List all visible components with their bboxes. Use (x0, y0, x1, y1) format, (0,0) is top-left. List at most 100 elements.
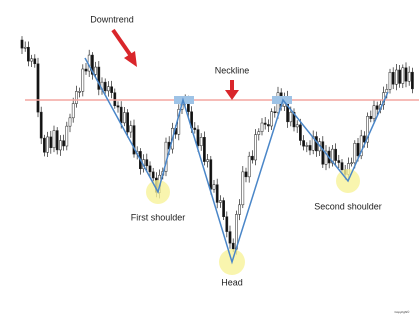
candle-part (241, 171, 245, 206)
candle-part (23, 46, 27, 49)
candle-part (75, 91, 78, 104)
candle-part (395, 69, 398, 85)
candle-part (331, 148, 334, 164)
candle-part (257, 131, 261, 135)
candle-part (97, 66, 101, 90)
candle-part (334, 148, 337, 161)
candle-part (305, 145, 309, 147)
candle-part (55, 130, 59, 151)
candle-part (356, 143, 360, 157)
candle-part (388, 72, 392, 90)
candle-part (267, 124, 270, 127)
label: Neckline (215, 65, 250, 75)
candle-part (238, 204, 241, 215)
candle-part (126, 112, 129, 133)
candle-part (404, 67, 408, 82)
candle-part (94, 66, 97, 75)
candle-part (302, 140, 305, 147)
candle-part (385, 89, 389, 93)
downtrend-arrow (111, 28, 137, 67)
candle-part (391, 72, 395, 85)
candle-part (132, 125, 136, 155)
candle-part (337, 160, 341, 163)
candle-part (407, 71, 411, 82)
candle-part (244, 171, 248, 178)
candle-part (369, 116, 373, 119)
candle-part (148, 165, 152, 173)
candle-part (231, 242, 235, 250)
candle-part (193, 127, 197, 130)
candle-part (91, 54, 94, 75)
candle-part (359, 135, 363, 157)
candle-part (219, 200, 222, 203)
candle-part (62, 140, 65, 147)
candle-part (401, 67, 405, 84)
candle-part (263, 122, 267, 125)
candle-part (260, 122, 264, 132)
candle-part (27, 46, 30, 62)
candle-part (71, 103, 75, 119)
candle-part (84, 68, 88, 72)
pattern-line (84, 57, 389, 265)
neckline-arrow (225, 80, 239, 100)
neckline-touch (174, 96, 194, 104)
candle-part (33, 58, 37, 65)
candle-part (225, 216, 229, 232)
candle-part (103, 81, 107, 92)
candle-part (36, 63, 40, 113)
candle-part (228, 231, 232, 244)
candle-part (52, 130, 56, 149)
candle-part (49, 136, 53, 149)
candle-part (350, 162, 353, 165)
candle-part (119, 106, 123, 124)
candle-part (65, 125, 69, 147)
candle-part (78, 91, 81, 93)
neckline-touch (272, 96, 292, 104)
candle-part (295, 124, 299, 128)
candle-part (292, 112, 296, 128)
candle-part (46, 136, 49, 153)
candle-part (81, 68, 85, 92)
candle-part (203, 137, 206, 162)
candle-part (353, 143, 357, 164)
candle-part (321, 141, 325, 165)
candle-part (68, 117, 72, 127)
candle-part (222, 200, 225, 217)
candle-part (30, 58, 33, 62)
candle-part (212, 184, 216, 190)
label: Head (221, 277, 243, 287)
candle-part (340, 162, 344, 171)
candle-part (273, 111, 277, 114)
candle-part (299, 124, 302, 141)
candle-part (209, 159, 213, 190)
candle-part (20, 39, 24, 49)
candle-part (254, 134, 257, 161)
candle-part (251, 155, 254, 161)
candle-part (113, 92, 117, 106)
candle-part (59, 140, 62, 151)
candle-part (289, 112, 293, 123)
candle-part (39, 111, 43, 139)
candle-part (110, 86, 113, 93)
candle-part (398, 69, 401, 84)
candle-part (196, 129, 200, 147)
candle-part (145, 159, 149, 167)
candle-part (107, 86, 110, 92)
label: Downtrend (90, 14, 134, 24)
candle-part (270, 111, 273, 127)
label: Second shoulder (314, 201, 382, 211)
candle-part (151, 171, 155, 179)
candle-part (366, 116, 369, 143)
copyright: Copyright© (394, 310, 410, 314)
candle-part (247, 155, 251, 178)
label: First shoulder (131, 212, 186, 222)
candle-part (363, 135, 366, 143)
candle-part (215, 184, 219, 203)
candle-part (116, 105, 120, 108)
candle-part (206, 159, 209, 162)
candle-part (375, 105, 379, 110)
candle-part (372, 105, 376, 119)
candle-part (324, 150, 328, 165)
candle-part (411, 71, 414, 90)
